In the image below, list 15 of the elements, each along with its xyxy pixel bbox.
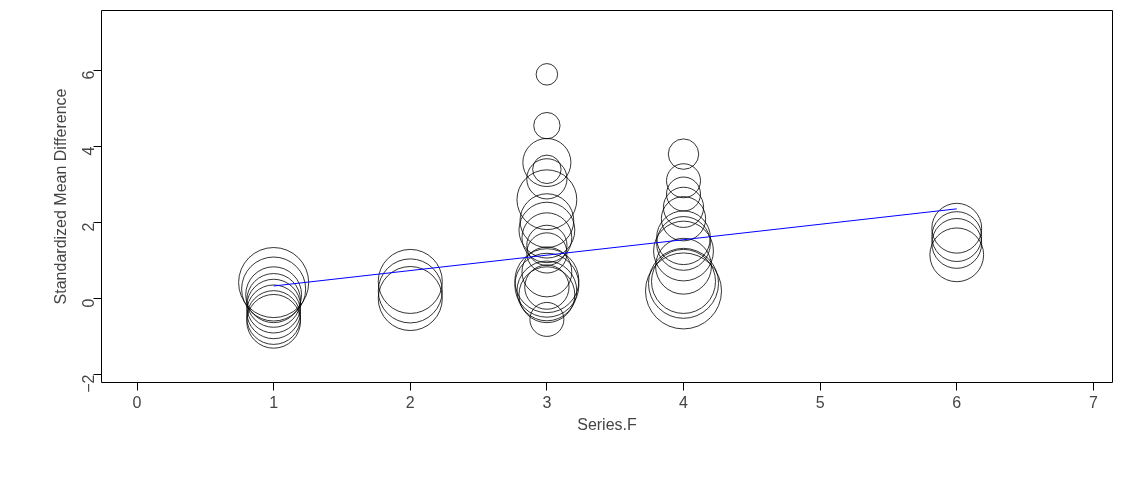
y-tick-label: 0 [80, 298, 98, 308]
y-tick-label: 4 [80, 146, 98, 156]
y-axis-title: Standardized Mean Difference [51, 88, 69, 305]
x-tick-label: 2 [405, 393, 415, 411]
y-tick-label: −2 [80, 374, 98, 393]
x-tick-label: 0 [132, 393, 142, 411]
x-tick-label: 4 [679, 393, 689, 411]
y-tick-label: 2 [80, 222, 98, 232]
x-tick-label: 7 [1088, 393, 1098, 411]
x-tick-label: 5 [815, 393, 825, 411]
x-tick-label: 1 [269, 393, 279, 411]
x-tick-label: 3 [542, 393, 552, 411]
x-tick-label: 6 [952, 393, 962, 411]
x-axis-title: Series.F [577, 415, 638, 433]
y-tick-label: 6 [80, 70, 98, 80]
